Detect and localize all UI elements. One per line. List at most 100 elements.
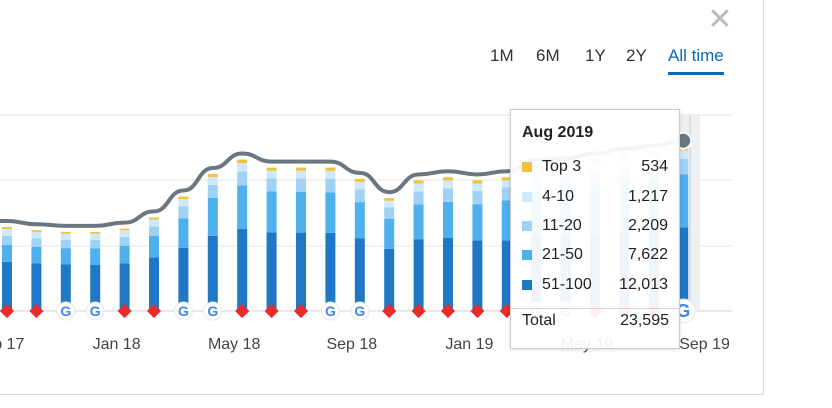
swatch-4-10 [522,192,532,202]
bar-segment-11-20 [325,178,336,193]
tooltip-row-11-20: 11-20 2,209 [522,215,668,237]
tab-1y[interactable]: 1Y [585,46,606,65]
google-icon: G [325,303,336,319]
bar-segment-11-20 [384,207,395,219]
bar-segment-4-10 [178,199,189,207]
tab-6m[interactable]: 6M [536,46,560,65]
bar-segment-11-20 [266,178,277,192]
x-tick-label: May 18 [208,336,261,353]
tooltip-row-4-10: 4-10 1,217 [522,186,668,208]
bar-segment-4-10 [60,233,71,240]
swatch-51-100 [522,280,532,290]
swatch-top3 [522,162,532,172]
tooltip-label: 4-10 [542,188,575,205]
tooltip-value: 12,013 [619,276,668,293]
tab-2y[interactable]: 2Y [626,46,647,65]
bar-segment-51-100 [354,238,365,311]
bar-segment-4-10 [296,170,306,179]
tooltip-label: 51-100 [542,276,592,293]
bar-segment-11-20 [149,226,159,236]
bar-segment-11-20 [60,240,71,249]
google-update-marker [85,301,105,321]
bar-segment-21-50 [678,174,689,228]
bar-segment-11-20 [178,206,189,219]
bar-segment-21-50 [178,218,189,248]
bar-segment-4-10 [443,180,453,189]
bar-segment-top3 [501,177,512,181]
tooltip-value: 1,217 [627,188,668,205]
tooltip-row-top3: Top 3 534 [522,156,668,178]
algorithm-update-marker [382,303,397,319]
bar-segment-51-100 [237,229,248,311]
bar-segment-4-10 [237,163,248,172]
bar-segment-top3 [443,177,453,181]
bar-segment-11-20 [237,171,248,186]
x-tick-label: Sep 19 [679,336,730,353]
bar-segment-11-20 [90,240,101,249]
bar-segment-top3 [472,180,483,184]
bar-segment-11-20 [31,238,42,247]
bar-segment-21-50 [501,200,512,241]
tooltip-label: 11-20 [542,217,582,234]
google-icon: G [354,303,365,319]
tooltip-divider [511,308,679,309]
bar-segment-11-20 [296,178,306,192]
bar-segment-21-50 [325,192,336,233]
bar-segment-11-20 [207,184,218,198]
x-tick-label: Sep 18 [326,336,377,353]
bar-segment-51-100 [443,238,453,311]
tab-1m[interactable]: 1M [490,46,514,65]
tab-all-time[interactable]: All time [668,44,724,75]
bar-segment-11-20 [2,235,12,245]
bar-segment-51-100 [90,264,101,311]
close-icon[interactable]: ✕ [707,3,733,36]
bar-segment-top3 [237,159,248,164]
bar-segment-top3 [2,227,12,229]
google-update-marker [203,301,223,321]
bar-segment-21-50 [31,246,42,264]
bar-segment-11-20 [413,191,424,205]
algorithm-update-marker [146,303,162,319]
algorithm-update-marker [117,303,132,319]
x-tick-label: Sep 17 [0,336,24,353]
algorithm-update-marker [411,303,426,319]
bar-segment-4-10 [472,183,483,192]
google-icon: G [90,303,101,319]
bar-segment-21-50 [2,244,12,262]
bar-segment-21-50 [119,245,130,264]
bar-segment-11-20 [119,236,130,246]
bar-segment-top3 [266,167,277,171]
algorithm-update-marker [440,303,456,319]
swatch-11-20 [522,221,532,231]
tooltip-value: 7,622 [627,246,668,263]
bar-segment-top3 [296,167,306,171]
bar-segment-4-10 [384,200,395,208]
bar-segment-4-10 [149,219,159,227]
bar-segment-51-100 [2,261,12,311]
bar-segment-4-10 [90,233,101,241]
bar-segment-21-50 [443,201,453,239]
tooltip-value: 2,209 [627,217,668,234]
bar-segment-51-100 [119,263,130,311]
bar-segment-11-20 [501,187,512,201]
bar-segment-4-10 [325,170,336,179]
bar-segment-51-100 [678,227,689,311]
bar-segment-4-10 [678,150,689,159]
bar-segment-4-10 [2,228,12,236]
google-update-marker [350,301,370,321]
bar-segment-21-50 [413,204,424,240]
bar-segment-top3 [207,174,218,177]
algorithm-update-marker [470,303,485,319]
bar-segment-11-20 [443,188,453,202]
bar-segment-21-50 [354,202,365,239]
tooltip-label: 21-50 [542,246,583,263]
bar-segment-21-50 [266,191,277,233]
algorithm-update-marker [264,303,279,319]
bar-segment-21-50 [472,204,483,241]
bar-segment-51-100 [60,264,71,311]
bar-segment-4-10 [413,183,424,192]
bar-segment-11-20 [354,189,365,203]
bar-segment-4-10 [501,180,512,188]
algorithm-update-marker [29,303,44,319]
